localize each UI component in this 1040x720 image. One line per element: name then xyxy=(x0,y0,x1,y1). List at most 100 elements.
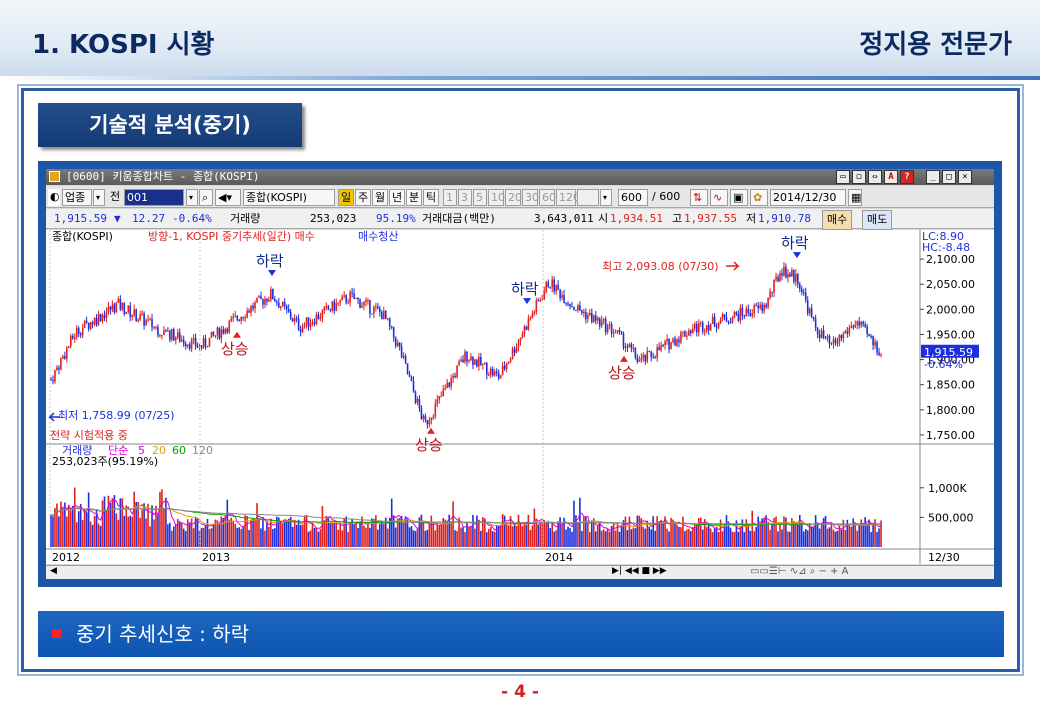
minute-5[interactable]: 5 xyxy=(473,189,487,206)
count-input[interactable]: 600 xyxy=(618,189,648,206)
volume-bar xyxy=(319,529,322,547)
candle-body xyxy=(828,336,831,344)
minute-60[interactable]: 60 xyxy=(539,189,556,206)
candle-body xyxy=(513,348,516,353)
candle-body xyxy=(684,331,686,337)
period-tick[interactable]: 틱 xyxy=(423,189,439,206)
code-dropdown-icon[interactable]: ▾ xyxy=(186,189,198,206)
volume-bar xyxy=(606,528,609,547)
volume-bar xyxy=(81,520,84,547)
minute-custom-input[interactable] xyxy=(577,189,599,206)
minute-20[interactable]: 20 xyxy=(505,189,522,206)
candle-body xyxy=(731,317,734,323)
volume-bar xyxy=(133,491,135,547)
volume-bar xyxy=(731,531,734,547)
volume-bar xyxy=(824,515,827,547)
minute-30[interactable]: 30 xyxy=(522,189,539,206)
chart-tools[interactable]: ▭▭☰⊢ ∿⊿ ⌕ − + A xyxy=(750,566,849,577)
volume-ratio: 95.19% xyxy=(376,212,416,225)
period-week[interactable]: 주 xyxy=(355,189,371,206)
prev-label[interactable]: 전 xyxy=(110,190,121,203)
volume-bar xyxy=(856,530,859,547)
candle-body xyxy=(606,324,609,333)
search-icon[interactable]: ⌕ xyxy=(199,189,213,206)
candle-body xyxy=(339,300,342,303)
volume-bar xyxy=(70,510,72,547)
period-day[interactable]: 일 xyxy=(338,189,354,206)
minute-10[interactable]: 10 xyxy=(488,189,505,206)
trend-icon[interactable]: ∿ xyxy=(710,189,728,206)
candle-body xyxy=(569,303,571,307)
indicator-icon[interactable]: ⇅ xyxy=(690,189,708,206)
signal-text: 중기 추세신호 : 하락 xyxy=(76,622,250,646)
candle-body xyxy=(690,330,692,333)
candle-body xyxy=(222,329,225,334)
calendar-icon[interactable]: ▦ xyxy=(848,189,862,206)
candle-body xyxy=(279,306,282,308)
buy-button[interactable]: 매수 xyxy=(822,210,853,230)
volume-bar xyxy=(775,516,777,547)
volume-bar xyxy=(543,519,546,547)
candle-body xyxy=(260,296,262,300)
volume-bar xyxy=(287,518,290,547)
sell-signal-arrow xyxy=(793,252,801,259)
layout-icon[interactable]: ▭ xyxy=(836,170,850,184)
volume-bar xyxy=(816,523,819,547)
alert-icon[interactable]: A xyxy=(884,170,898,184)
volume-bar xyxy=(174,524,177,547)
market-select[interactable]: 업종 xyxy=(62,189,92,206)
minimize-icon[interactable]: _ xyxy=(926,170,940,184)
candle-body xyxy=(363,302,365,306)
period-minute[interactable]: 분 xyxy=(406,189,422,206)
volume-bar xyxy=(747,523,750,547)
candle-body xyxy=(283,302,286,306)
volume-bar xyxy=(442,517,445,547)
help-icon[interactable]: ? xyxy=(900,170,914,184)
price-ytick-label: 1,750.00 xyxy=(926,429,975,442)
maximize-icon[interactable]: □ xyxy=(942,170,956,184)
kospi-chart[interactable]: 2,100.002,050.002,000.001,950.001,900.00… xyxy=(46,230,994,564)
date-input[interactable]: 2014/12/30 xyxy=(770,189,846,206)
link-icon[interactable]: ⇔ xyxy=(868,170,882,184)
candle-body xyxy=(567,303,569,305)
minute-1[interactable]: 1 xyxy=(443,189,457,206)
candle-body xyxy=(721,314,724,320)
window-titlebar[interactable]: [0600] 키움종합차트 - 종합(KOSPI) ▭ ◻ ⇔ A ? _ □ … xyxy=(46,169,994,185)
speaker-icon[interactable]: ◀▾ xyxy=(215,189,241,206)
period-year[interactable]: 년 xyxy=(389,189,405,206)
candle-body xyxy=(755,305,758,307)
sell-button[interactable]: 매도 xyxy=(862,210,893,230)
candle-body xyxy=(604,319,607,333)
candle-body xyxy=(804,292,807,300)
candle-body xyxy=(587,315,589,320)
code-input[interactable]: 001 xyxy=(124,189,184,206)
chart-scrollbar[interactable]: ◀ ▶| ◀◀ ■ ▶▶ ▭▭☰⊢ ∿⊿ ⌕ − + A xyxy=(46,565,994,579)
period-month[interactable]: 월 xyxy=(372,189,388,206)
close-icon[interactable]: × xyxy=(958,170,972,184)
volume-bar xyxy=(480,530,482,547)
minute-dropdown-icon[interactable]: ▾ xyxy=(600,189,612,206)
volume-bar xyxy=(212,523,215,547)
candle-body xyxy=(476,359,478,367)
scroll-left-icon[interactable]: ◀ xyxy=(50,566,57,576)
save-icon[interactable]: ▣ xyxy=(730,189,748,206)
minute-120[interactable]: 120 xyxy=(556,189,580,206)
minute-3[interactable]: 3 xyxy=(458,189,472,206)
volume-bar xyxy=(848,523,851,547)
search-pin-icon[interactable]: ◐ xyxy=(48,189,60,206)
candle-body xyxy=(392,326,395,338)
candle-body xyxy=(64,356,66,359)
candle-body xyxy=(293,318,296,322)
candle-body xyxy=(707,324,710,331)
candle-body xyxy=(680,332,682,343)
volume-bar xyxy=(371,518,373,547)
candle-body xyxy=(834,339,837,343)
candle-body xyxy=(769,291,771,298)
volume-bar xyxy=(234,523,237,547)
window-icon[interactable]: ◻ xyxy=(852,170,866,184)
candle-body xyxy=(571,306,573,308)
playback-controls[interactable]: ▶| ◀◀ ■ ▶▶ xyxy=(612,566,667,576)
market-dropdown-icon[interactable]: ▾ xyxy=(93,189,105,206)
settings-icon[interactable]: ✿ xyxy=(750,189,768,206)
volume-bar xyxy=(525,524,528,547)
